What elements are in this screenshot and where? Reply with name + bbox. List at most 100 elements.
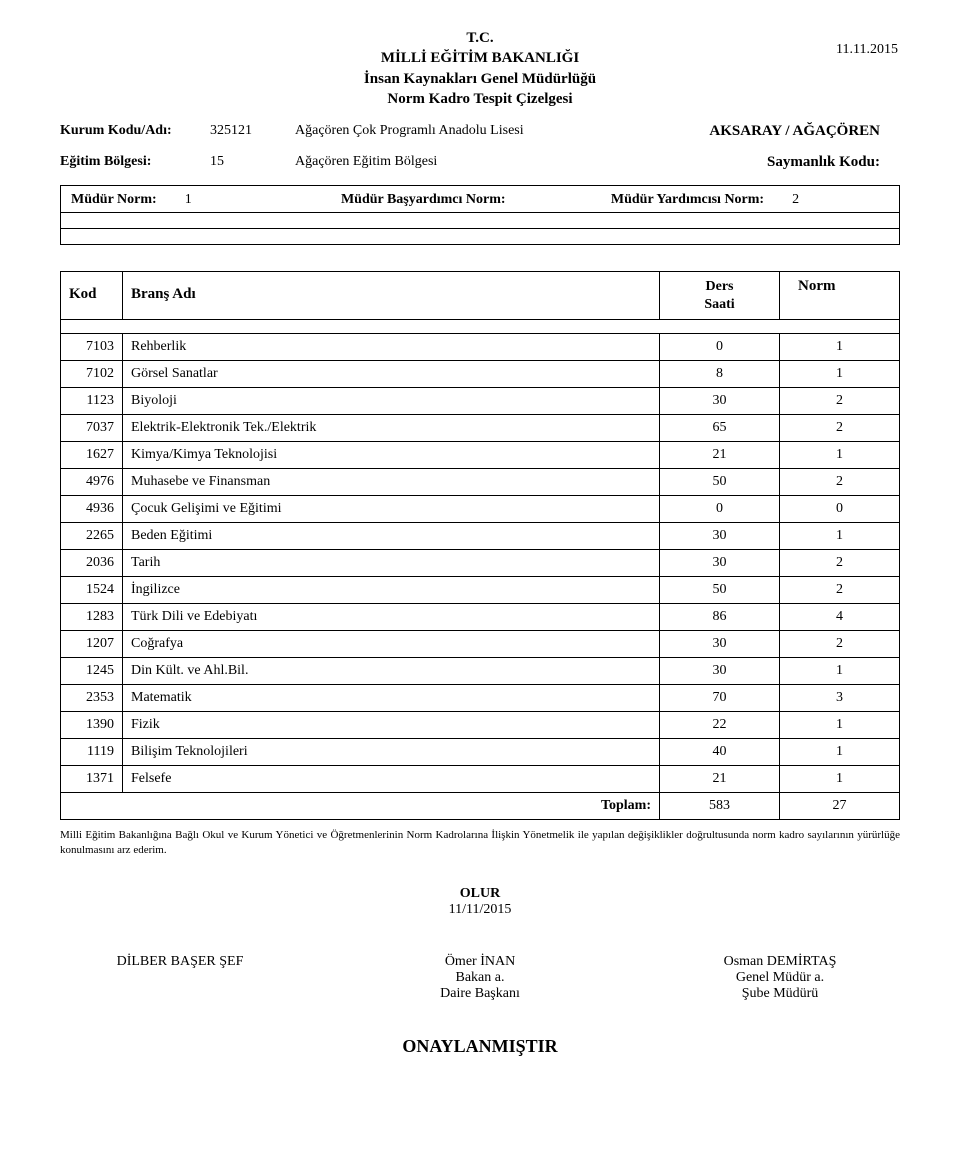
cell-brans: Felsefe (123, 766, 659, 792)
cell-ders: 0 (659, 496, 779, 522)
cell-ders: 22 (659, 712, 779, 738)
cell-kod: 1524 (61, 577, 123, 603)
cell-norm: 2 (779, 550, 899, 576)
approve-date: 11/11/2015 (60, 902, 900, 918)
sig-mid-title2: Daire Başkanı (380, 986, 580, 1002)
cell-ders: 30 (659, 523, 779, 549)
cell-kod: 1371 (61, 766, 123, 792)
sig-right-title1: Genel Müdür a. (680, 970, 880, 986)
cell-norm: 0 (779, 496, 899, 522)
cell-ders: 21 (659, 442, 779, 468)
cell-brans: Muhasebe ve Finansman (123, 469, 659, 495)
cell-norm: 1 (779, 334, 899, 360)
table-blank-row (61, 320, 899, 334)
egitim-label: Eğitim Bölgesi: (60, 154, 210, 171)
head-ders-line2: Saati (664, 296, 775, 314)
norm-blank-row-2 (61, 228, 899, 244)
cell-norm: 1 (779, 523, 899, 549)
basyardimci-norm: Müdür Başyardımcı Norm: (341, 192, 611, 208)
cell-ders: 21 (659, 766, 779, 792)
main-table: Kod Branş Adı Ders Saati Norm 7103Rehber… (60, 271, 900, 820)
head-norm: Norm (779, 272, 899, 319)
cell-brans: Elektrik-Elektronik Tek./Elektrik (123, 415, 659, 441)
cell-brans: Bilişim Teknolojileri (123, 739, 659, 765)
cell-ders: 86 (659, 604, 779, 630)
total-norm: 27 (779, 793, 899, 819)
head-ders: Ders Saati (659, 272, 779, 319)
kurum-row: Kurum Kodu/Adı: 325121 Ağaçören Çok Prog… (60, 123, 900, 140)
table-row: 1245Din Kült. ve Ahl.Bil.301 (61, 658, 899, 685)
table-row: 1207Coğrafya302 (61, 631, 899, 658)
sig-right-name: Osman DEMİRTAŞ (680, 954, 880, 970)
cell-brans: Beden Eğitimi (123, 523, 659, 549)
cell-kod: 1245 (61, 658, 123, 684)
cell-kod: 1627 (61, 442, 123, 468)
header-line4: Norm Kadro Tespit Çizelgesi (60, 89, 900, 109)
cell-brans: İngilizce (123, 577, 659, 603)
kurum-code: 325121 (210, 123, 295, 140)
basyar-label: Müdür Başyardımcı Norm: (341, 192, 506, 208)
cell-kod: 2265 (61, 523, 123, 549)
cell-kod: 7037 (61, 415, 123, 441)
cell-kod: 1390 (61, 712, 123, 738)
header-line3: İnsan Kaynakları Genel Müdürlüğü (60, 69, 900, 89)
yardimci-val: 2 (792, 192, 799, 208)
mudur-norm: Müdür Norm: 1 (71, 192, 341, 208)
yardimci-label: Müdür Yardımcısı Norm: (611, 192, 764, 208)
table-row: 1283Türk Dili ve Edebiyatı864 (61, 604, 899, 631)
header-block: T.C. MİLLİ EĞİTİM BAKANLIĞI İnsan Kaynak… (60, 28, 900, 109)
kurum-name: Ağaçören Çok Programlı Anadolu Lisesi (295, 123, 709, 140)
cell-ders: 50 (659, 577, 779, 603)
norm-box: Müdür Norm: 1 Müdür Başyardımcı Norm: Mü… (60, 185, 900, 245)
cell-norm: 1 (779, 658, 899, 684)
head-brans: Branş Adı (123, 272, 659, 319)
table-row: 2036Tarih302 (61, 550, 899, 577)
cell-norm: 1 (779, 442, 899, 468)
cell-norm: 1 (779, 712, 899, 738)
cell-brans: Kimya/Kimya Teknolojisi (123, 442, 659, 468)
cell-brans: Çocuk Gelişimi ve Eğitimi (123, 496, 659, 522)
table-row: 2265Beden Eğitimi301 (61, 523, 899, 550)
saymanlik-label: Saymanlık Kodu: (767, 154, 900, 171)
signature-right: Osman DEMİRTAŞ Genel Müdür a. Şube Müdür… (680, 954, 880, 1002)
table-row: 1371Felsefe211 (61, 766, 899, 793)
cell-brans: Rehberlik (123, 334, 659, 360)
approve-block: OLUR 11/11/2015 (60, 886, 900, 918)
cell-ders: 30 (659, 658, 779, 684)
header-line1: T.C. (60, 28, 900, 48)
cell-brans: Fizik (123, 712, 659, 738)
cell-brans: Coğrafya (123, 631, 659, 657)
norm-blank-row-1 (61, 212, 899, 228)
table-row: 4976Muhasebe ve Finansman502 (61, 469, 899, 496)
signature-left: DİLBER BAŞER ŞEF (80, 954, 280, 1002)
cell-kod: 7103 (61, 334, 123, 360)
sig-mid-name: Ömer İNAN (380, 954, 580, 970)
table-row: 7037Elektrik-Elektronik Tek./Elektrik652 (61, 415, 899, 442)
cell-kod: 2353 (61, 685, 123, 711)
cell-norm: 2 (779, 577, 899, 603)
cell-brans: Görsel Sanatlar (123, 361, 659, 387)
cell-norm: 2 (779, 631, 899, 657)
cell-norm: 1 (779, 361, 899, 387)
table-row: 7103Rehberlik01 (61, 334, 899, 361)
cell-ders: 8 (659, 361, 779, 387)
cell-norm: 1 (779, 766, 899, 792)
province: AKSARAY / AĞAÇÖREN (709, 123, 900, 140)
head-kod: Kod (61, 272, 123, 319)
cell-ders: 0 (659, 334, 779, 360)
cell-ders: 30 (659, 550, 779, 576)
cell-ders: 30 (659, 388, 779, 414)
table-row: 2353Matematik703 (61, 685, 899, 712)
total-ders: 583 (659, 793, 779, 819)
cell-kod: 1119 (61, 739, 123, 765)
cell-norm: 2 (779, 388, 899, 414)
table-row: 1524İngilizce502 (61, 577, 899, 604)
yardimci-norm: Müdür Yardımcısı Norm: 2 (611, 192, 881, 208)
cell-kod: 1123 (61, 388, 123, 414)
cell-norm: 4 (779, 604, 899, 630)
cell-brans: Türk Dili ve Edebiyatı (123, 604, 659, 630)
table-row: 1627Kimya/Kimya Teknolojisi211 (61, 442, 899, 469)
cell-norm: 1 (779, 739, 899, 765)
cell-brans: Tarih (123, 550, 659, 576)
cell-kod: 2036 (61, 550, 123, 576)
